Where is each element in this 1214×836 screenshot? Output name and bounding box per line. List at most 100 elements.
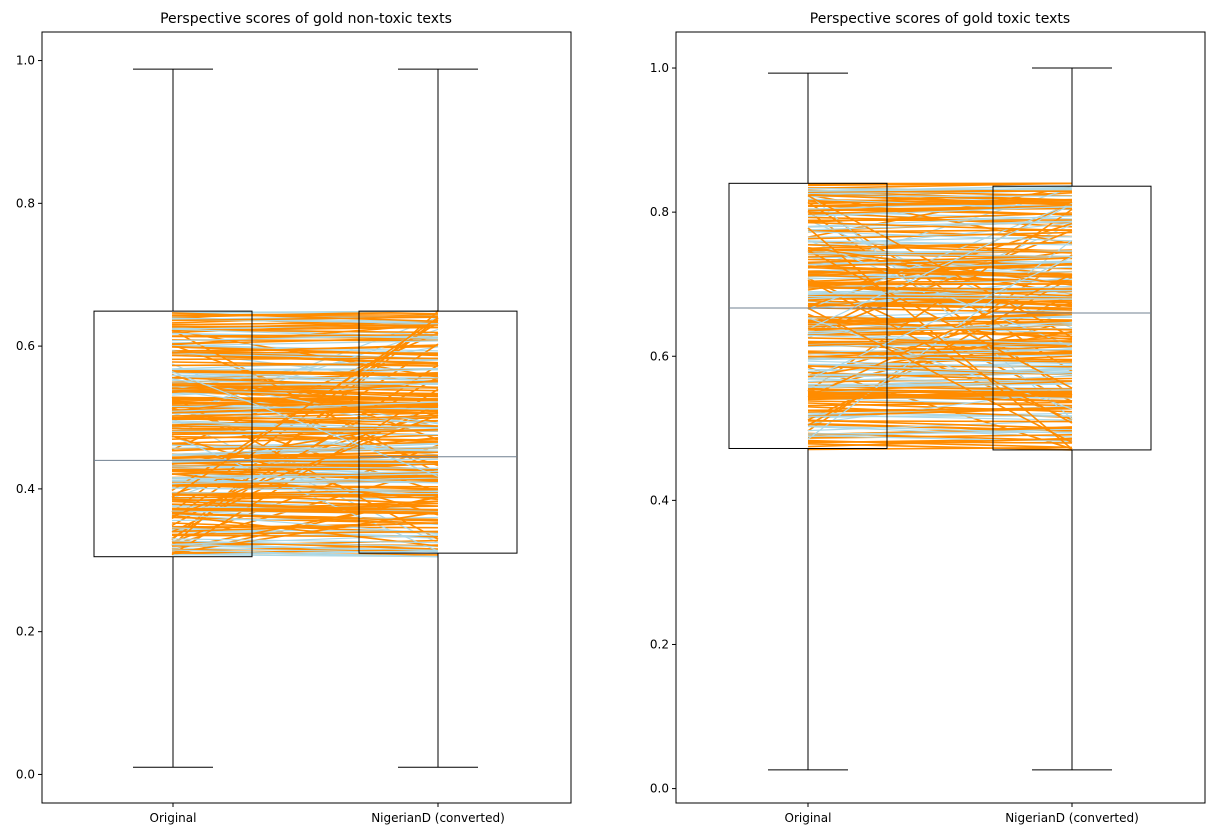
- paired-line: [171, 547, 439, 554]
- paired-line: [807, 240, 1073, 253]
- paired-line: [807, 249, 1073, 389]
- paired-line: [807, 244, 1073, 254]
- axes-frame: [41, 31, 572, 804]
- paired-line: [171, 371, 439, 377]
- paired-line: [807, 394, 1073, 403]
- paired-line: [171, 387, 439, 398]
- paired-line: [807, 340, 1073, 346]
- paired-line: [807, 190, 1073, 193]
- paired-line: [171, 469, 439, 478]
- paired-line: [171, 421, 439, 429]
- paired-line: [807, 434, 1073, 439]
- right-xtick-converted: NigerianD (converted): [1005, 811, 1139, 825]
- paired-line: [807, 383, 1073, 388]
- paired-line: [807, 363, 1073, 376]
- paired-line: [171, 493, 439, 505]
- paired-line: [171, 368, 439, 371]
- paired-line: [171, 473, 439, 480]
- paired-line: [807, 194, 1073, 245]
- paired-line: [171, 538, 439, 544]
- paired-line: [807, 285, 1073, 297]
- boxplot-original: [93, 68, 253, 768]
- paired-line: [171, 444, 439, 452]
- paired-line: [171, 487, 439, 493]
- paired-line: [807, 207, 1073, 212]
- left-chart-title: Perspective scores of gold non-toxic tex…: [160, 11, 452, 27]
- paired-line: [171, 344, 439, 354]
- paired-line: [171, 417, 439, 427]
- paired-line: [807, 368, 1073, 376]
- paired-line: [171, 443, 439, 456]
- paired-line: [807, 400, 1073, 407]
- paired-line: [807, 280, 1073, 284]
- paired-line: [171, 530, 439, 536]
- paired-line: [807, 355, 1073, 363]
- paired-line: [807, 220, 1073, 228]
- paired-line: [807, 255, 1073, 264]
- boxplot-converted: [358, 68, 518, 768]
- ytick-label: 0.0: [650, 782, 669, 796]
- paired-line: [171, 409, 439, 417]
- paired-line: [807, 229, 1073, 233]
- paired-line: [171, 549, 439, 558]
- paired-line: [171, 499, 439, 511]
- paired-line: [171, 549, 439, 554]
- paired-line: [171, 513, 439, 535]
- paired-line: [171, 324, 439, 328]
- paired-line: [807, 295, 1073, 300]
- paired-line: [171, 312, 439, 323]
- ytick-label: 1.0: [16, 54, 35, 68]
- paired-line: [807, 350, 1073, 362]
- paired-line: [171, 354, 439, 364]
- paired-line: [171, 371, 439, 477]
- paired-line: [171, 405, 439, 414]
- paired-line: [807, 182, 1073, 187]
- paired-line: [171, 425, 439, 432]
- paired-line: [171, 314, 439, 318]
- paired-line: [807, 393, 1073, 399]
- paired-line: [807, 420, 1073, 432]
- paired-line: [807, 200, 1073, 207]
- paired-line: [807, 407, 1073, 413]
- paired-line: [807, 222, 1073, 307]
- paired-line: [807, 205, 1073, 217]
- paired-line: [171, 328, 439, 340]
- boxplot-original: [728, 72, 888, 771]
- paired-line: [807, 241, 1073, 250]
- paired-line: [807, 390, 1073, 394]
- ytick-label: 0.2: [16, 625, 35, 639]
- paired-line: [807, 188, 1073, 191]
- box: [358, 310, 518, 554]
- paired-line: [807, 185, 1073, 192]
- paired-line: [807, 412, 1073, 419]
- ytick-label: 0.8: [16, 196, 35, 210]
- paired-line: [807, 240, 1073, 246]
- paired-line: [807, 439, 1073, 449]
- paired-line: [171, 485, 439, 488]
- left-chart-panel: Perspective scores of gold non-toxic tex…: [16, 11, 572, 825]
- paired-line: [807, 256, 1073, 381]
- paired-line: [807, 348, 1073, 353]
- paired-line: [171, 429, 439, 440]
- right-chart-panel: Perspective scores of gold toxic texts 0…: [650, 11, 1206, 825]
- left-xtick-original: Original: [150, 811, 197, 825]
- box: [992, 185, 1152, 451]
- paired-line: [171, 477, 439, 485]
- paired-line: [807, 337, 1073, 347]
- paired-line: [807, 431, 1073, 435]
- paired-line: [807, 360, 1073, 369]
- paired-line: [171, 508, 439, 515]
- right-paired-lines: [807, 182, 1073, 451]
- paired-line: [171, 493, 439, 499]
- paired-line: [807, 446, 1073, 451]
- paired-line: [171, 340, 439, 347]
- paired-line: [807, 324, 1073, 334]
- right-chart-title: Perspective scores of gold toxic texts: [810, 11, 1070, 27]
- paired-line: [171, 434, 439, 445]
- paired-line: [171, 522, 439, 533]
- right-axes: 0.0 0.2 0.4 0.6 0.8 1.0: [650, 31, 1206, 807]
- paired-line: [807, 380, 1073, 393]
- ytick-label: 0.6: [650, 349, 669, 363]
- paired-line: [807, 378, 1073, 382]
